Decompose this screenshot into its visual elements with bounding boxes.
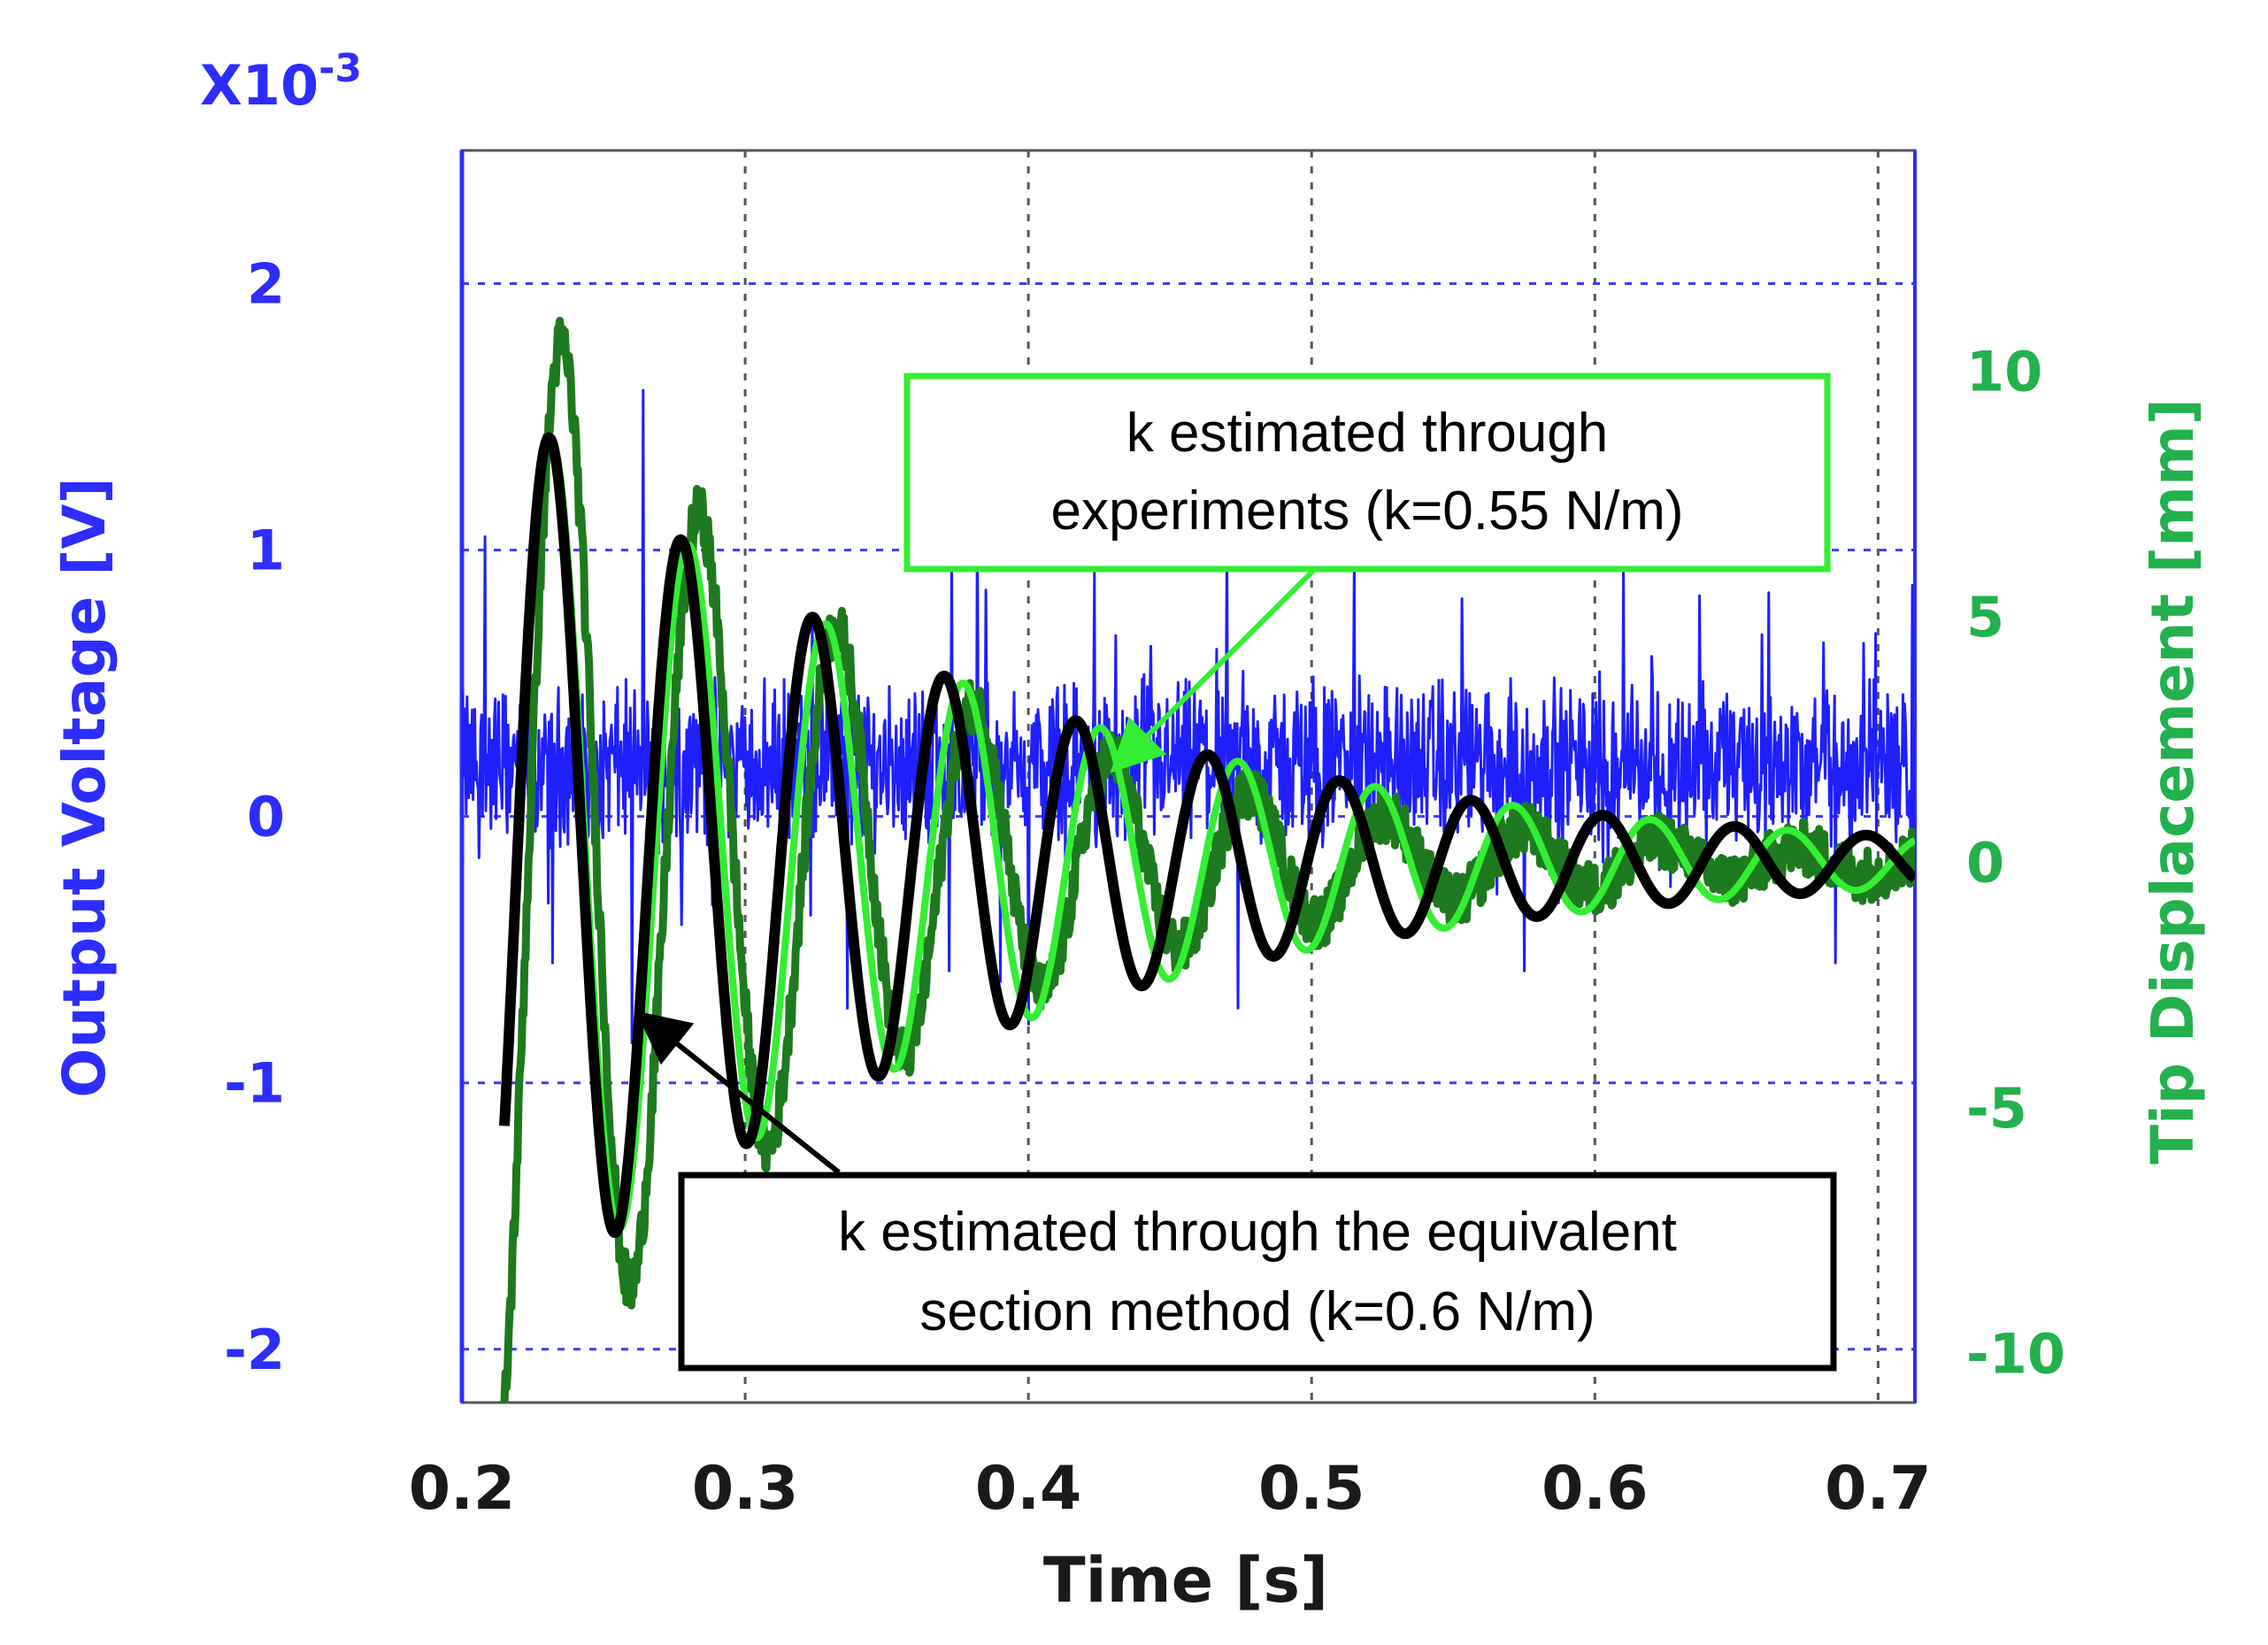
annotation-equivalent-box	[678, 1172, 1837, 1372]
y-right-tick-label: -10	[1966, 1322, 2065, 1387]
x-tick-label: 0.5	[1258, 1454, 1365, 1524]
series-k-equivalent-section-line	[499, 432, 1915, 1238]
y-left-tick-label: 2	[247, 252, 285, 317]
series-tip-displacement-line	[500, 316, 1915, 1403]
y-left-tick-label: -1	[224, 1051, 285, 1116]
y-right-tick-label: 5	[1966, 585, 2004, 650]
annotation-experiments-line-1: k estimated through	[1126, 403, 1609, 464]
x-axis-title: Time [s]	[1043, 1544, 1328, 1617]
y-right-tick-label: -5	[1966, 1076, 2027, 1141]
y-left-tick-label: -2	[224, 1318, 285, 1382]
annotation-equivalent-line-1: k estimated through the equivalent	[838, 1202, 1677, 1263]
annotation-experiments-box	[903, 373, 1831, 573]
x-tick-label: 0.7	[1825, 1454, 1931, 1524]
left-axis-multiplier: X10-3	[200, 46, 362, 118]
x-tick-label: 0.4	[975, 1454, 1081, 1524]
annotation-equivalent-section: k estimated through the equivalent secti…	[635, 1011, 1837, 1372]
x-tick-label: 0.3	[692, 1454, 798, 1524]
y-axis-left-title: Output Voltage [V]	[50, 477, 119, 1097]
x-tick-label: 0.6	[1541, 1454, 1648, 1524]
y-axis-right-title: Tip Displacement [mm]	[2139, 398, 2207, 1165]
annotation-equivalent-arrow	[635, 1011, 841, 1175]
series-k-experiments-line	[501, 435, 1915, 1233]
y-right-tick-label: 10	[1966, 340, 2042, 404]
annotation-equivalent-line-2: section method (k=0.6 N/m)	[919, 1281, 1595, 1342]
y-left-tick-label: 0	[247, 785, 285, 849]
annotation-experiments: k estimated through experiments (k=0.55 …	[903, 373, 1831, 773]
annotation-experiments-line-2: experiments (k=0.55 N/m)	[1051, 480, 1684, 542]
annotation-experiments-arrow	[1110, 567, 1317, 773]
y-right-tick-label: 0	[1966, 831, 2004, 896]
x-tick-label: 0.2	[409, 1454, 515, 1524]
y-left-tick-label: 1	[247, 519, 285, 583]
